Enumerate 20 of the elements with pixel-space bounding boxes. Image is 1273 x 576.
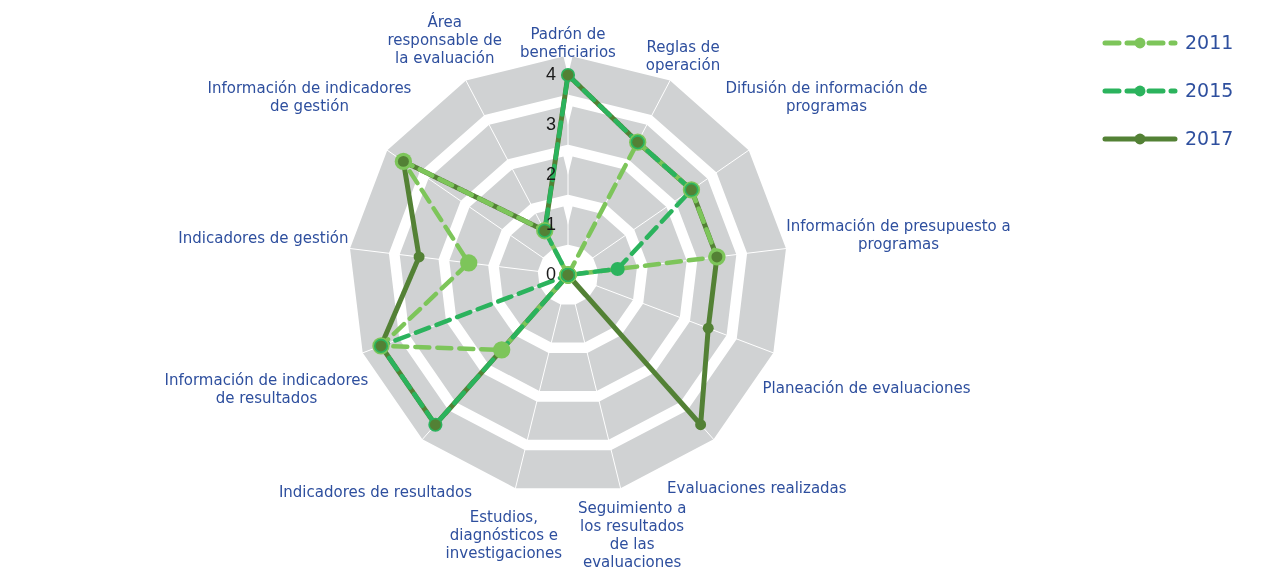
y-tick-label: 3 — [545, 114, 557, 134]
spoke-label: Evaluaciones realizadas — [667, 479, 847, 498]
spoke-label: Estudios, diagnósticos e investigaciones — [445, 508, 563, 563]
y-tick-label: 4 — [545, 64, 557, 84]
spoke-label: Reglas de operación — [645, 37, 721, 74]
spoke-label: Padrón de beneficiarios — [520, 25, 617, 61]
spoke-label: Difusión de información de programas — [725, 78, 928, 115]
spoke-label: Información de indicadores de gestión — [207, 78, 412, 115]
legend-label: 2017 — [1185, 127, 1234, 149]
spoke-label: Indicadores de resultados — [278, 483, 473, 502]
spoke-label: Indicadores de gestión — [178, 229, 349, 248]
y-tick-label: 1 — [545, 214, 557, 234]
spoke-label: Información de presupuesto a programas — [786, 216, 1011, 253]
legend-label: 2015 — [1185, 79, 1234, 101]
spoke-label: Área responsable de la evaluación — [387, 12, 503, 68]
spoke-label: Información de indicadores de resultados — [164, 371, 369, 408]
legend-label: 2011 — [1185, 31, 1234, 53]
spoke-label: Planeación de evaluaciones — [762, 379, 971, 398]
spoke-label: Seguimiento a los resultados de las evaluaciones — [577, 499, 687, 572]
y-tick-label: 0 — [545, 264, 557, 284]
